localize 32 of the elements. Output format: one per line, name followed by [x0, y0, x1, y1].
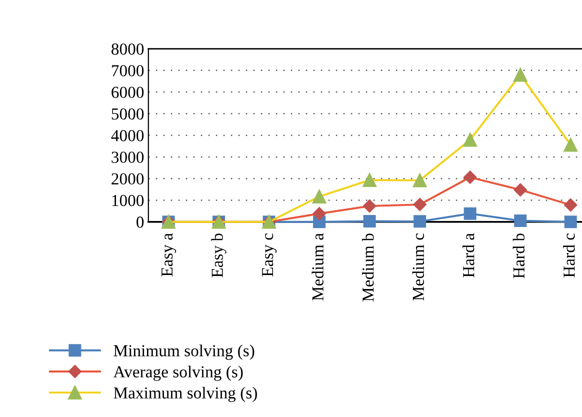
x-tick-label: Medium a	[312, 233, 324, 301]
y-tick-label: 8000	[112, 43, 144, 55]
x-tick-label: Hard c	[563, 233, 575, 278]
point	[514, 214, 527, 228]
x-tick-label: Easy b	[211, 234, 226, 278]
point	[564, 198, 578, 212]
y-tick-label: 7000	[112, 65, 144, 76]
point	[363, 214, 376, 228]
legend-label: Minimum solving (s)	[114, 344, 254, 360]
y-tick-label: 1000	[112, 194, 144, 206]
point	[464, 170, 477, 184]
x-tick-label: Medium c	[412, 233, 424, 301]
y-tick-label: 4000	[111, 130, 144, 142]
y-tick-label: 6000	[112, 86, 144, 98]
point	[312, 207, 326, 220]
point	[564, 216, 577, 228]
y-tick-label: 0	[136, 216, 144, 228]
legend-label: Maximum solving (s)	[114, 386, 257, 402]
x-tick-label: Hard a	[462, 233, 474, 278]
y-tick-label: 3000	[112, 152, 144, 163]
x-tick-label: Easy c	[262, 233, 277, 276]
x-tick-label: Medium b	[362, 234, 374, 302]
y-tick-label: 5000	[112, 108, 144, 120]
y-tick-label: 2000	[112, 173, 144, 185]
x-tick-label: Hard b	[512, 234, 525, 278]
point	[514, 183, 527, 196]
point	[414, 215, 426, 228]
legend-label: Average solving (s)	[113, 366, 243, 381]
x-tick-label: Easy a	[162, 233, 176, 276]
point	[413, 198, 426, 212]
point	[464, 207, 476, 220]
point	[362, 199, 376, 213]
